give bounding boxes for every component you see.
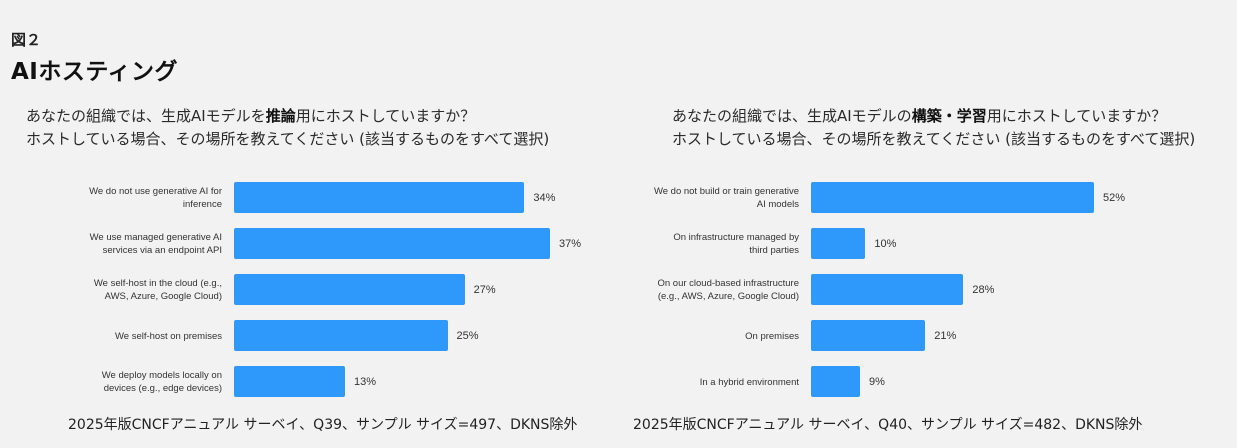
question-line-2: ホストしている場合、その場所を教えてください (該当するものをすべて選択) [672,130,1196,148]
category-label: On infrastructure managed by third partie… [673,232,799,256]
bar-row: On infrastructure managed by third partie… [620,228,1237,274]
category-label: In a hybrid environment [699,376,799,388]
category-label: We self-host on premises [114,330,222,342]
value-label: 21% [934,330,957,342]
bar-row: We self-host in the cloud (e.g., AWS, Azu… [0,274,600,320]
bar-row: We self-host on premises 25% [0,320,600,366]
bar-row: We use managed generative AI services via… [0,228,600,274]
value-label: 9% [868,376,885,388]
bar [234,228,550,259]
bar-row: On our cloud-based infrastructure (e.g., … [620,274,1237,320]
category-label: We self-host in the cloud (e.g., AWS, Azu… [93,278,222,302]
category-label: We do not build or train generative AI mo… [653,186,799,210]
value-label: 52% [1103,192,1126,204]
figure-title: AIホスティング [11,59,178,85]
training-hosting-chart: We do not build or train generative AI mo… [620,170,1237,400]
question-line-1: あなたの組織では、生成AIモデルの構築・学習用にホストしていますか？ [672,105,1195,128]
question-line-1: あなたの組織では、生成AIモデルを推論用にホストしていますか？ [26,105,549,128]
bar-row: On premises 21% [620,320,1237,366]
value-label: 27% [473,284,496,296]
category-label: We use managed generative AI services via… [89,232,222,256]
inference-hosting-chart: We do not use generative AI for inference… [0,170,600,400]
value-label: 13% [354,376,377,388]
value-label: 25% [456,330,479,342]
bar [811,320,926,351]
bar-row: In a hybrid environment 9% [620,366,1237,412]
bar-row: We deploy models locally on devices (e.g.… [0,366,600,412]
bar [234,274,465,305]
question-emphasis: 構築・学習 [911,107,987,125]
bar [811,182,1094,213]
value-label: 37% [559,238,582,250]
question-training: あなたの組織では、生成AIモデルの構築・学習用にホストしていますか？ ホストして… [672,105,1195,151]
value-label: 10% [874,238,897,250]
question-text: あなたの組織では、生成AIモデルの [672,107,912,125]
bar-row: We do not build or train generative AI mo… [620,182,1237,228]
figure-number: 図２ [11,31,42,49]
category-label: On our cloud-based infrastructure (e.g., … [657,278,799,302]
question-emphasis: 推論 [265,107,296,125]
footnote-inference: 2025年版CNCFアニュアル サーベイ、Q39、サンプル サイズ=497、DK… [68,417,578,433]
question-inference: あなたの組織では、生成AIモデルを推論用にホストしていますか？ ホストしている場… [26,105,549,151]
bar-row: We do not use generative AI for inference… [0,182,600,228]
footnote-training: 2025年版CNCFアニュアル サーベイ、Q40、サンプル サイズ=482、DK… [633,417,1143,433]
category-label: On premises [745,330,799,342]
bar [811,274,964,305]
value-label: 28% [972,284,995,296]
question-text: 用にホストしていますか？ [986,107,1167,125]
category-label: We do not use generative AI for inference [89,186,222,210]
question-text: あなたの組織では、生成AIモデルを [26,107,266,125]
bar [234,366,346,397]
question-line-2: ホストしている場合、その場所を教えてください (該当するものをすべて選択) [26,130,550,148]
bar [234,320,448,351]
bar [234,182,525,213]
bar [811,366,860,397]
question-text: 用にホストしていますか？ [295,107,476,125]
bar [811,228,866,259]
value-label: 34% [533,192,556,204]
category-label: We deploy models locally on devices (e.g.… [101,370,222,394]
